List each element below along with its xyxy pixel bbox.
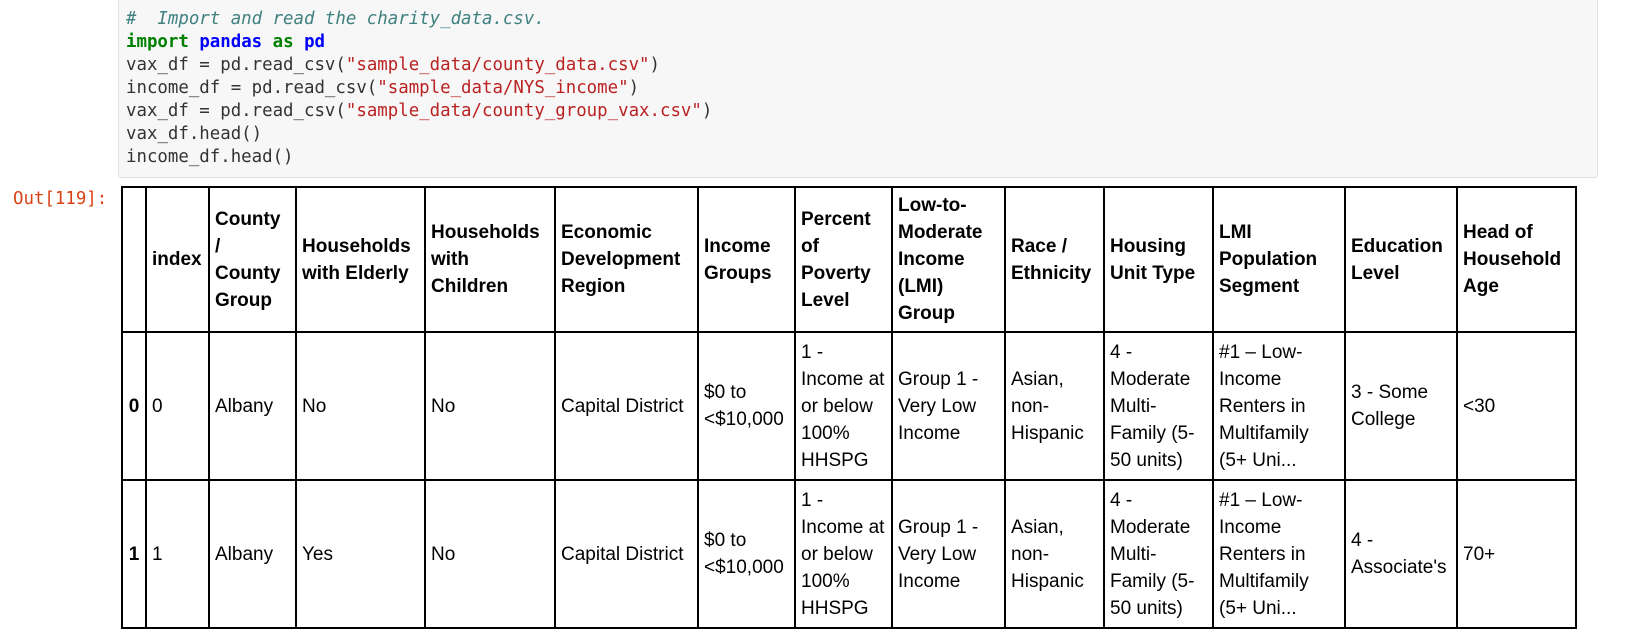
column-header: Race / Ethnicity <box>1004 186 1105 333</box>
table-header-row: index County / County Group Households w… <box>121 186 1577 333</box>
column-header: Income Groups <box>697 186 796 333</box>
column-header: Households with Elderly <box>295 186 426 333</box>
code-line-5-pre: vax_df = pd.read_csv( <box>126 101 346 121</box>
code-comment: # Import and read the charity_data.csv. <box>126 9 545 29</box>
code-line-4-post: ) <box>628 78 640 98</box>
import-keyword: import <box>126 32 189 52</box>
code-line-7: income_df.head() <box>126 147 294 167</box>
code-line-6: vax_df.head() <box>126 124 263 144</box>
table-cell: 3 - Some College <box>1344 331 1458 481</box>
table-cell: Albany <box>208 479 297 629</box>
code-line-3-post: ) <box>649 55 660 75</box>
column-header <box>121 186 147 333</box>
table-cell: No <box>295 331 426 481</box>
column-header: Housing Unit Type <box>1103 186 1214 333</box>
code-line-4-pre: income_df = pd.read_csv( <box>126 78 378 98</box>
module-alias: pd <box>304 32 326 52</box>
table-cell: 1 - Income at or below 100% HHSPG <box>794 331 893 481</box>
column-header: Head of Household Age <box>1456 186 1577 333</box>
column-header: Households with Children <box>424 186 556 333</box>
column-header: LMI Population Segment <box>1212 186 1346 333</box>
code-line-5-post: ) <box>701 101 713 121</box>
column-header: Economic Development Region <box>554 186 699 333</box>
column-header: County / County Group <box>208 186 297 333</box>
column-header: Low-to-Moderate Income (LMI) Group <box>891 186 1006 333</box>
column-header: Percent of Poverty Level <box>794 186 893 333</box>
table-cell: $0 to <$10,000 <box>697 331 796 481</box>
code-editor[interactable]: # Import and read the charity_data.csv. … <box>126 8 712 169</box>
row-index: 0 <box>121 331 147 481</box>
table-cell: #1 – Low-Income Renters in Multifamily (… <box>1212 331 1346 481</box>
code-cell[interactable] <box>118 0 1598 178</box>
table-cell: Albany <box>208 331 297 481</box>
column-header: Education Level <box>1344 186 1458 333</box>
table-cell: 70+ <box>1456 479 1577 629</box>
table-cell: Asian, non-Hispanic <box>1004 331 1105 481</box>
table-cell: 4 - Moderate Multi-Family (5-50 units) <box>1103 479 1214 629</box>
table-cell: Asian, non-Hispanic <box>1004 479 1105 629</box>
table-cell: 4 - Associate's <box>1344 479 1458 629</box>
code-line-3-pre: vax_df = pd.read_csv( <box>126 55 346 75</box>
table-cell: No <box>424 479 556 629</box>
module-name: pandas <box>199 32 263 52</box>
table-cell: Yes <box>295 479 426 629</box>
row-index: 1 <box>121 479 147 629</box>
table-cell: Capital District <box>554 479 699 629</box>
table-cell: 1 <box>145 479 210 629</box>
table-row: 0 0 Albany No No Capital District $0 to … <box>121 331 1577 481</box>
table-cell: 4 - Moderate Multi-Family (5-50 units) <box>1103 331 1214 481</box>
table-cell: Capital District <box>554 331 699 481</box>
code-line-4-string: "sample_data/NYS_income" <box>377 78 629 98</box>
table-cell: No <box>424 331 556 481</box>
table-cell: <30 <box>1456 331 1577 481</box>
code-line-3-string: "sample_data/county_data.csv" <box>345 55 650 75</box>
table-cell: Group 1 - Very Low Income <box>891 479 1006 629</box>
table-cell: 1 - Income at or below 100% HHSPG <box>794 479 893 629</box>
output-prompt: Out[119]: <box>13 189 108 209</box>
table-cell: Group 1 - Very Low Income <box>891 331 1006 481</box>
code-line-5-string: "sample_data/county_group_vax.csv" <box>345 101 702 121</box>
as-keyword: as <box>272 32 294 52</box>
table-cell: $0 to <$10,000 <box>697 479 796 629</box>
table-cell: 0 <box>145 331 210 481</box>
table-row: 1 1 Albany Yes No Capital District $0 to… <box>121 479 1577 629</box>
table-cell: #1 – Low-Income Renters in Multifamily (… <box>1212 479 1346 629</box>
column-header: index <box>145 186 210 333</box>
dataframe-table: index County / County Group Households w… <box>121 186 1577 629</box>
